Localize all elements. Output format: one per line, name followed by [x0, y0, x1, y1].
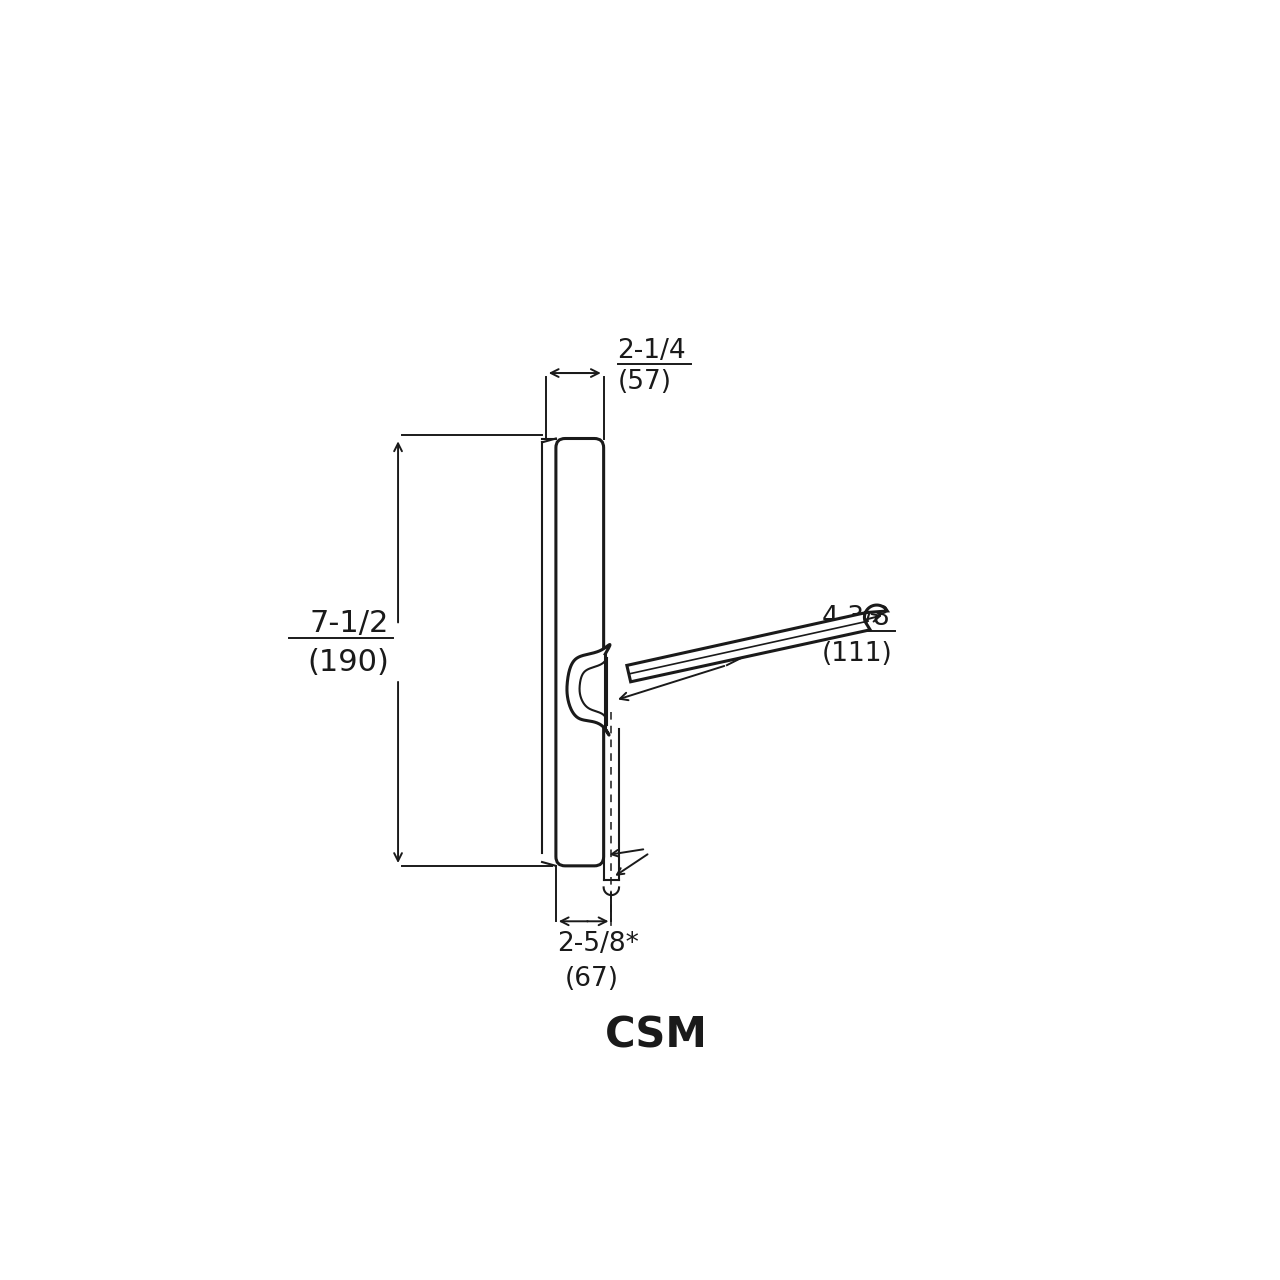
Text: (111): (111)	[822, 641, 892, 667]
FancyBboxPatch shape	[556, 439, 604, 865]
Text: 2-1/4: 2-1/4	[617, 338, 686, 364]
Text: (190): (190)	[307, 649, 389, 677]
Text: (67): (67)	[566, 966, 620, 992]
Polygon shape	[627, 605, 887, 682]
Text: 2-5/8*: 2-5/8*	[558, 931, 639, 956]
Text: (57): (57)	[617, 369, 672, 396]
Text: 4-3/8: 4-3/8	[822, 605, 890, 631]
Polygon shape	[567, 645, 611, 735]
Text: CSM: CSM	[604, 1014, 708, 1056]
Text: 7-1/2: 7-1/2	[310, 609, 389, 639]
